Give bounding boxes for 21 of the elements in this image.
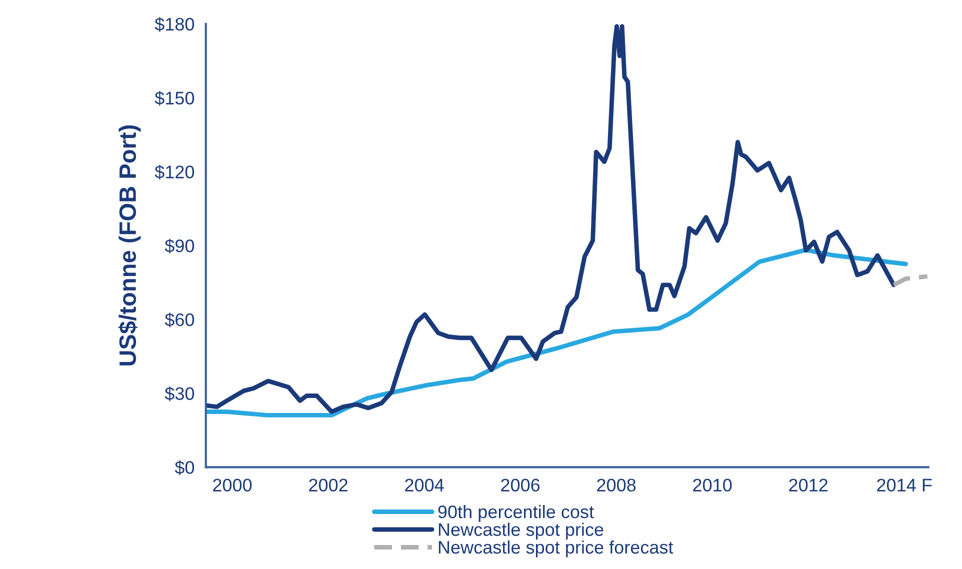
line-series bbox=[206, 24, 896, 414]
y-tick-label: $90 bbox=[164, 238, 194, 254]
y-tick-label: $60 bbox=[164, 312, 194, 328]
x-tick-label: 2004 bbox=[405, 478, 444, 492]
x-tick-label: 2012 bbox=[789, 478, 828, 492]
x-tick-label: 2010 bbox=[693, 478, 732, 492]
legend-label: Newcastle spot price forecast bbox=[438, 540, 674, 558]
x-tick-label: 2006 bbox=[501, 478, 540, 492]
y-tick-label: $180 bbox=[154, 17, 194, 32]
x-tick-label: 2000 bbox=[213, 478, 252, 492]
x-tick-label: 2002 bbox=[309, 478, 348, 492]
x-tick-label: 2008 bbox=[597, 478, 636, 492]
y-tick-label: $150 bbox=[154, 90, 194, 106]
legend-label: Newcastle spot price bbox=[438, 522, 604, 540]
legend-label: 90th percentile cost bbox=[438, 504, 594, 522]
line-series bbox=[206, 248, 908, 418]
y-tick-label: $120 bbox=[154, 164, 194, 180]
y-axis-title: US$/tonne (FOB Port) bbox=[118, 125, 141, 366]
y-tick-label: $0 bbox=[174, 460, 194, 475]
x-tick-label: 2014 F bbox=[877, 478, 932, 492]
y-tick-label: $30 bbox=[164, 386, 194, 402]
